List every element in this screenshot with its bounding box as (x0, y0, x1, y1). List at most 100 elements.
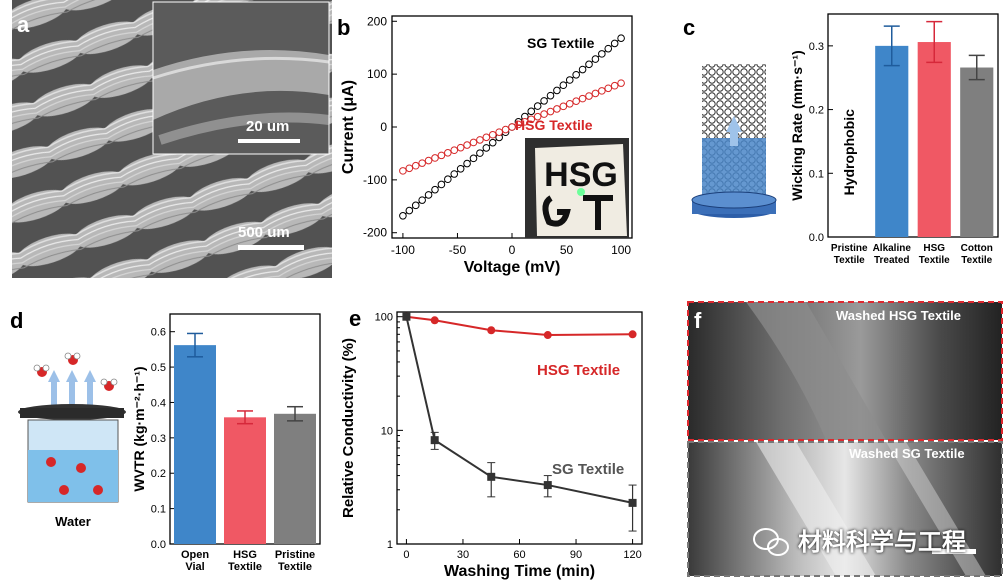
bar (224, 417, 266, 544)
category-label: Vial (185, 561, 204, 573)
x-axis-label: Voltage (mV) (464, 259, 561, 276)
y-tick-label: 0.3 (809, 41, 824, 53)
chart-e-frame (396, 311, 643, 545)
x-axis-label: Washing Time (min) (444, 563, 595, 580)
data-point-sg-textile (572, 70, 580, 79)
bar (174, 345, 216, 544)
y-tick-label: 0.3 (151, 433, 166, 445)
x-tick-label: 50 (560, 243, 574, 257)
y-tick-label: 0.1 (151, 504, 166, 516)
y-tick-label: 0 (380, 120, 387, 134)
data-point-sg-textile (487, 472, 496, 481)
data-point-hsg-textile (598, 87, 606, 95)
category-label: Textile (919, 255, 950, 266)
wicking-illustration (691, 64, 777, 218)
data-point-hsg-textile (456, 143, 465, 152)
data-point-sg-textile (405, 206, 414, 215)
category-label: Textile (834, 255, 865, 266)
data-point-hsg-textile (565, 99, 574, 108)
data-point-hsg-textile (482, 133, 491, 142)
y-axis-label: Wicking Rate (mm·s⁻¹) (789, 50, 805, 200)
bar (960, 67, 994, 238)
category-label: HSG (233, 549, 257, 561)
x-tick-label: 60 (513, 549, 525, 561)
data-point-hsg-textile (399, 167, 407, 175)
data-point-sg-textile (450, 170, 459, 178)
data-point-sg-textile (482, 144, 491, 152)
data-point-hsg-textile (617, 79, 625, 87)
x-tick-label: 90 (570, 549, 582, 561)
panel-c-label: c (683, 15, 696, 40)
wvtr-illustration: Water (18, 352, 126, 529)
data-point-hsg-textile (431, 154, 439, 162)
category-label: Pristine (275, 549, 315, 561)
y-tick-label: 0.0 (151, 539, 166, 551)
x-tick-label: -100 (391, 243, 415, 257)
panel-e-label: e (349, 306, 362, 331)
data-point-hsg-textile (546, 107, 555, 116)
legend-hsg-textile: HSG Textile (515, 117, 593, 133)
chart-d: 0.0 0.1 0.2 0.3 0.4 0.5 0.6 WVTR (kg·m⁻²·h⁻¹) Op… (131, 313, 321, 573)
data-point-sg-textile (585, 60, 593, 69)
data-point-sg-textile (543, 481, 552, 490)
legend-hsg-textile: HSG Textile (537, 362, 620, 379)
data-point-sg-textile (463, 159, 471, 168)
inset-scale-label: 20 um (246, 118, 290, 135)
y-tick-label: -200 (363, 226, 387, 240)
series-line-hsg-textile (406, 315, 633, 337)
legend-sg-textile: SG Textile (552, 461, 624, 478)
data-point-hsg-textile (469, 138, 478, 147)
data-point-sg-textile (604, 44, 613, 53)
data-point-hsg-textile (578, 94, 587, 103)
category-label: HSG (923, 243, 945, 254)
washed-sg-title: Washed SG Textile (849, 446, 965, 461)
data-point-sg-textile (402, 312, 411, 321)
led-icon (577, 188, 585, 196)
data-point-sg-textile (553, 86, 561, 95)
x-tick-label: 120 (623, 549, 641, 561)
data-point-sg-textile (411, 201, 420, 210)
y-tick-label: 0.2 (809, 105, 824, 117)
chart-b: -100 -50 0 50 100 -200 -100 0 100 200 Voltage (mV)… (340, 14, 633, 276)
x-tick-label: -50 (449, 243, 467, 257)
panel-b-label: b (337, 15, 351, 40)
panel-d-label: d (10, 308, 24, 333)
category-label: Textile (961, 255, 992, 266)
panel-f-sem-images (687, 301, 1003, 577)
x-tick-label: 0 (509, 243, 516, 257)
data-point-hsg-textile (418, 159, 426, 167)
data-point-hsg-textile (508, 123, 516, 131)
category-label: Pristine (831, 243, 868, 254)
watermark-text: 材料科学与工程 (798, 528, 966, 556)
y-tick-label: 1 (387, 539, 393, 551)
y-tick-label: 100 (375, 312, 393, 324)
y-tick-label: 0.0 (809, 232, 824, 244)
bar (875, 45, 909, 237)
y-tick-label: 0.1 (809, 168, 824, 180)
wechat-logo-icon (753, 528, 789, 556)
data-point-sg-textile (424, 191, 433, 199)
y-axis-label: Relative Conductivity (%) (340, 338, 357, 518)
y-axis-label: Current (μA) (340, 80, 357, 174)
data-point-sg-textile (476, 149, 484, 157)
data-point-hsg-textile (521, 118, 529, 126)
data-point-hsg-textile (501, 125, 510, 134)
data-point-hsg-textile (610, 81, 619, 90)
inset-photo-circuit (542, 195, 613, 230)
data-point-hsg-textile (540, 110, 548, 118)
y-tick-label: 100 (367, 67, 387, 81)
data-point-sg-textile (456, 164, 465, 173)
data-point-sg-textile (527, 107, 536, 116)
data-point-hsg-textile (476, 136, 484, 144)
data-point-sg-textile (578, 65, 587, 74)
data-point-hsg-textile (405, 164, 414, 173)
data-point-sg-textile (488, 138, 497, 147)
data-point-hsg-textile (591, 89, 600, 98)
data-point-hsg-textile (553, 105, 561, 113)
chart-c-frame (827, 13, 999, 238)
data-point-sg-textile (559, 81, 568, 90)
data-point-hsg-textile (450, 146, 459, 155)
data-point-sg-textile (610, 39, 619, 48)
x-tick-label: 0 (403, 549, 409, 561)
data-point-sg-textile (617, 34, 625, 43)
